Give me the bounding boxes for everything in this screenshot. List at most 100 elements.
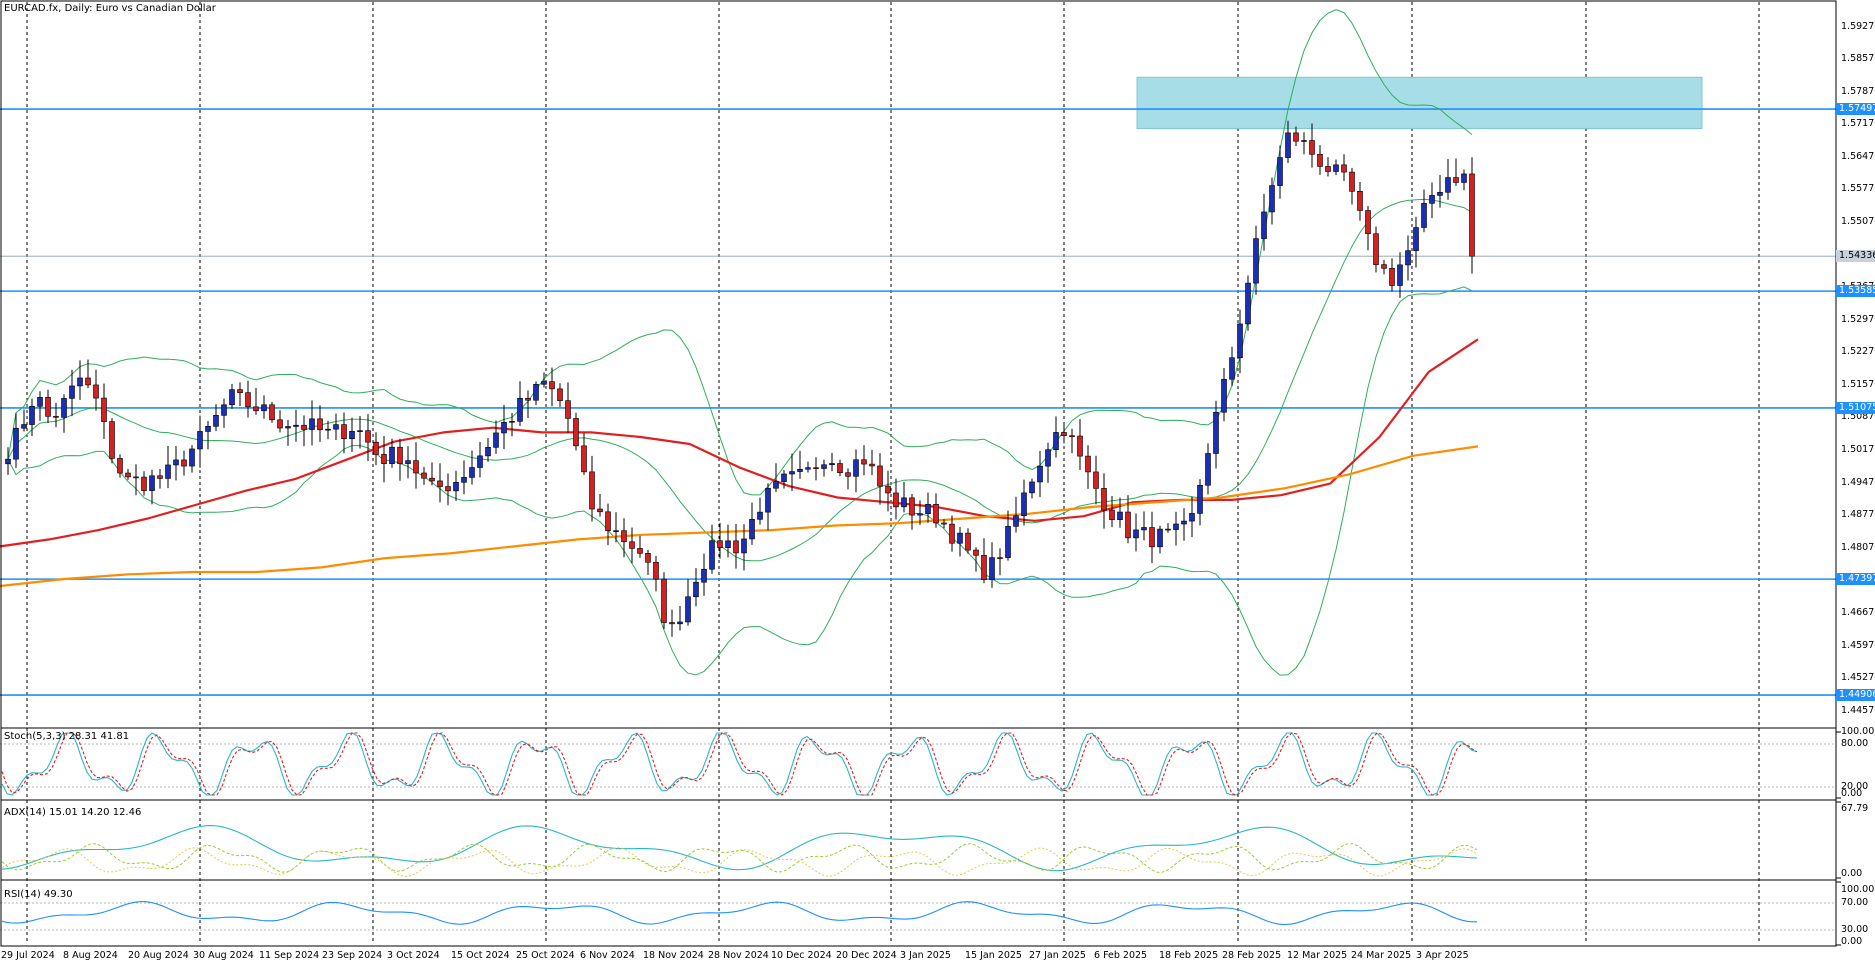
bull-candle (13, 427, 19, 460)
date-tick-label: 28 Nov 2024 (708, 950, 769, 961)
bull-candle (77, 377, 83, 387)
bull-candle (709, 540, 715, 570)
date-tick-label: 3 Oct 2024 (387, 950, 440, 961)
bull-candle (477, 455, 483, 468)
price-tick-label: 1.56470 (1841, 150, 1875, 162)
horizontal-levels[interactable] (0, 108, 1836, 696)
bull-candle (821, 464, 827, 469)
bollinger-bands (7, 9, 1473, 676)
date-tick-label: 24 Mar 2025 (1351, 950, 1412, 961)
bear-candle (861, 459, 867, 465)
bull-candle (205, 426, 211, 432)
stoch-tick-label: 100.00 (1841, 726, 1875, 737)
bull-candle (5, 458, 11, 465)
bear-candle (341, 424, 347, 440)
bear-candle (181, 459, 187, 467)
bull-candle (541, 381, 547, 385)
bull-candle (37, 397, 43, 407)
bear-candle (1453, 177, 1459, 183)
price-tick-label: 1.48770 (1841, 509, 1875, 521)
bull-candle (405, 460, 411, 464)
bull-candle (613, 530, 619, 532)
bear-candle (1069, 435, 1075, 438)
bull-candle (1053, 432, 1059, 450)
date-tick-label: 10 Dec 2024 (771, 950, 832, 961)
date-tick-label: 25 Oct 2024 (516, 950, 575, 961)
bear-candle (645, 553, 651, 563)
date-tick-label: 11 Sep 2024 (259, 950, 320, 961)
bull-candle (1301, 140, 1307, 142)
bear-candle (157, 475, 163, 479)
rsi-tick-label: 30.00 (1841, 924, 1869, 935)
bull-candle (1037, 465, 1043, 483)
price-tick-label: 1.57870 (1841, 85, 1875, 97)
bull-candle (957, 532, 963, 544)
bear-candle (581, 445, 587, 473)
bull-candle (149, 475, 155, 491)
rsi-line (1, 900, 1477, 925)
bear-candle (101, 397, 107, 422)
level-price-tag[interactable]: 1.51075 (1836, 401, 1875, 414)
bear-candle (1349, 171, 1355, 192)
bear-candle (909, 497, 915, 516)
level-price-tag[interactable]: 1.53585 (1836, 285, 1875, 298)
bull-candle (1397, 264, 1403, 286)
price-tick-label: 1.48070 (1841, 541, 1875, 553)
bear-candle (301, 424, 307, 430)
bear-candle (1365, 210, 1371, 235)
bear-candle (413, 460, 419, 474)
date-tick-label: 20 Dec 2024 (836, 950, 897, 961)
level-price-tag[interactable]: 1.57497 (1836, 103, 1875, 116)
bull-candle (61, 398, 67, 418)
bear-candle (437, 480, 443, 487)
stoch-label: Stoch(5,3,3) 28.31 41.81 (4, 731, 130, 742)
bull-candle (1405, 250, 1411, 266)
bull-candle (789, 471, 795, 475)
bear-candle (589, 471, 595, 510)
bear-candle (1125, 511, 1131, 539)
level-price-tag[interactable]: 1.44906 (1836, 689, 1875, 702)
bull-candle (325, 428, 331, 431)
bull-candle (1213, 411, 1219, 454)
bull-candle (261, 404, 267, 412)
bollinger-lower (7, 286, 1473, 676)
bull-candle (1245, 282, 1251, 325)
price-tick-label: 1.55070 (1841, 216, 1875, 228)
bull-candle (741, 538, 747, 554)
date-tick-label: 20 Aug 2024 (128, 950, 189, 961)
bull-candle (389, 446, 395, 464)
bear-candle (837, 463, 843, 473)
bear-candle (893, 492, 899, 508)
bull-candle (1285, 132, 1291, 158)
bull-candle (1445, 177, 1451, 193)
bear-candle (109, 421, 115, 459)
bull-candle (1437, 191, 1443, 196)
bear-candle (621, 530, 627, 543)
bull-candle (517, 397, 523, 422)
bear-candle (1093, 471, 1099, 489)
bear-candle (1357, 191, 1363, 211)
bull-candle (213, 415, 219, 427)
date-tick-label: 12 Mar 2025 (1287, 950, 1348, 961)
bear-candle (253, 406, 259, 412)
bear-candle (117, 458, 123, 474)
bull-candle (773, 481, 779, 489)
sma-50-line (0, 338, 1479, 548)
bull-candle (1221, 378, 1227, 413)
bear-candle (1469, 173, 1475, 257)
bull-candle (533, 383, 539, 401)
bear-candle (997, 557, 1003, 559)
date-tick-label: 27 Jan 2025 (1029, 950, 1086, 961)
bear-candle (1165, 528, 1171, 531)
price-tick-label: 1.57170 (1841, 118, 1875, 130)
date-tick-label: 28 Feb 2025 (1222, 950, 1282, 961)
bear-candle (549, 381, 555, 390)
price-tick-label: 1.55770 (1841, 183, 1875, 195)
level-price-tag[interactable]: 1.47397 (1836, 573, 1875, 586)
bear-candle (397, 446, 403, 464)
bear-candle (237, 389, 243, 393)
bull-candle (493, 432, 499, 448)
bear-candle (1373, 233, 1379, 265)
bear-candle (565, 400, 571, 419)
